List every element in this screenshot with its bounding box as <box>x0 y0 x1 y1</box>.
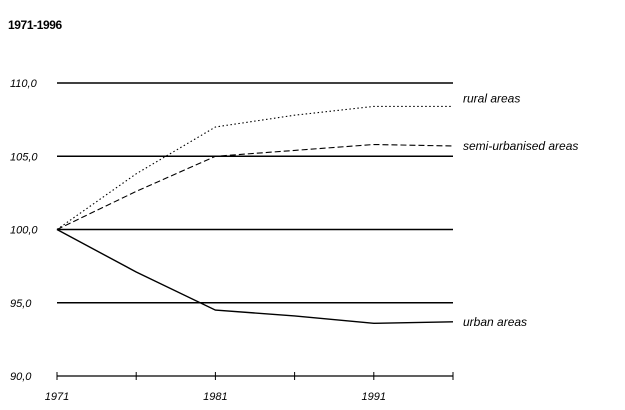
x-tick-label: 1981 <box>203 391 227 403</box>
series-line-semi-urbanised-areas <box>56 143 454 230</box>
series-label: semi-urbanised areas <box>463 139 578 153</box>
x-tick-label: 1971 <box>45 391 69 403</box>
y-tick-labels: 90,0 95,0 100,0 105,0 110,0 <box>10 78 38 383</box>
series-label: rural areas <box>463 91 520 105</box>
series-labels: rural areas semi-urbanised areas urban are… <box>463 91 578 328</box>
y-tick-label: 90,0 <box>10 371 32 383</box>
chart-title: 1971-1996 <box>8 18 62 32</box>
x-axis <box>56 372 454 380</box>
series-line-rural-areas <box>56 105 453 230</box>
series-label: urban areas <box>463 315 527 329</box>
x-tick-labels: 1971 1981 1991 <box>45 391 386 403</box>
y-tick-label: 95,0 <box>10 298 32 310</box>
series-lines <box>56 105 454 325</box>
y-tick-label: 105,0 <box>10 151 38 163</box>
series-line-urban-areas <box>56 228 454 325</box>
x-tick-label: 1991 <box>362 391 386 403</box>
y-tick-label: 100,0 <box>10 225 38 237</box>
gridlines <box>57 82 453 304</box>
y-tick-label: 110,0 <box>10 78 38 90</box>
